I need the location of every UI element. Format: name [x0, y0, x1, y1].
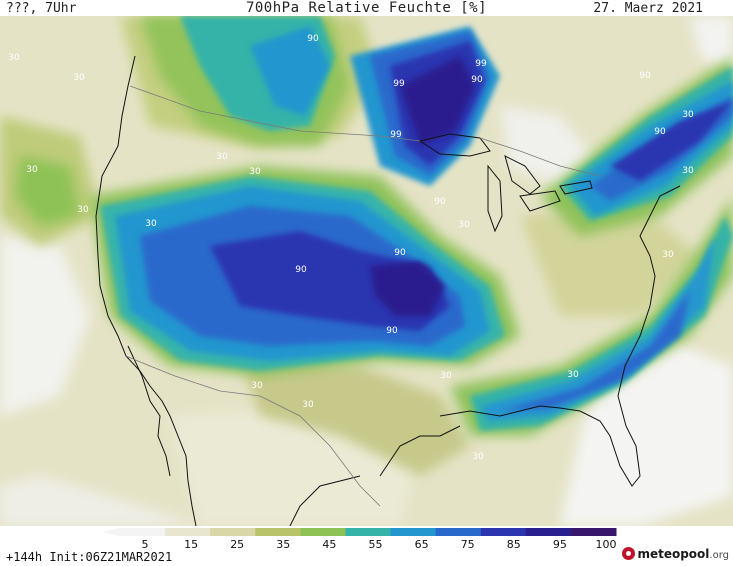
borders: [125, 85, 601, 507]
contour-label: 90: [639, 71, 651, 81]
contour-label: 90: [295, 265, 307, 275]
colorbar-tick-label: 65: [415, 538, 429, 550]
colorbar-tick-label: 85: [507, 538, 521, 550]
great-lakes: [418, 133, 593, 233]
contour-label: 30: [662, 250, 674, 260]
colorbar-swatch: [570, 528, 617, 536]
contour-label: 30: [145, 219, 157, 229]
contour-label: 90: [434, 197, 446, 207]
logo-name: meteopool: [637, 547, 710, 561]
contour-label: 30: [251, 381, 263, 391]
contour-label: 30: [440, 371, 452, 381]
contour-label: 30: [77, 205, 89, 215]
humidity-field: [0, 16, 733, 526]
colorbar-swatch: [480, 528, 527, 536]
contour-label: 99: [475, 59, 487, 69]
contour-label: 90: [471, 75, 483, 85]
contour-label: 30: [302, 400, 314, 410]
colorbar-tick-label: 15: [184, 538, 198, 550]
logo-icon: [622, 547, 636, 560]
colorbar-tick-label: 95: [553, 538, 567, 550]
colorbar-swatch: [120, 528, 166, 536]
contour-label: 90: [394, 248, 406, 258]
colorbar-tick-label: 45: [322, 538, 336, 550]
contour-label: 30: [216, 152, 228, 162]
model-run-info: +144h Init:06Z21MAR2021: [6, 550, 173, 564]
contour-label: 30: [682, 110, 694, 120]
valid-time: ???, 7Uhr: [6, 1, 77, 16]
contour-label: 30: [8, 53, 20, 63]
colorbar-swatch: [165, 528, 211, 536]
colorbar-tick-label: 75: [461, 538, 475, 550]
colorbar-swatch: [300, 528, 346, 536]
colorbar-swatch: [525, 528, 572, 536]
contour-label: 90: [386, 326, 398, 336]
coastlines: [95, 55, 681, 526]
contour-label: 30: [458, 220, 470, 230]
meteopool-logo[interactable]: meteopool.org: [622, 547, 729, 561]
valid-date: 27. Maerz 2021: [593, 1, 703, 16]
colorbar-tick-label: 25: [230, 538, 244, 550]
colorbar-arrow-left: [102, 528, 120, 536]
colorbar-tick-label: 5: [142, 538, 149, 550]
colorbar-swatch: [390, 528, 437, 536]
contour-label: 30: [472, 452, 484, 462]
contour-label: 30: [26, 165, 38, 175]
contour-label: 30: [73, 73, 85, 83]
contour-label: 90: [307, 34, 319, 44]
contour-label: 99: [393, 79, 405, 89]
contour-labels: 30 30 30 30 30 30 30 90 99 90 99 99 90 30 90 90 90 30 30 30…: [8, 34, 694, 462]
colorbar-tick-label: 35: [276, 538, 290, 550]
colorbar-swatch: [210, 528, 256, 536]
colorbar-swatch: [435, 528, 482, 536]
contour-label: 30: [567, 370, 579, 380]
colorbar-tick-label: 100: [596, 538, 617, 550]
logo-suffix: .org: [709, 550, 729, 561]
contour-label: 30: [682, 166, 694, 176]
map-title: 700hPa Relative Feuchte [%]: [245, 0, 488, 16]
contour-label: 30: [249, 167, 261, 177]
humidity-map: 30 30 30 30 30 30 30 90 99 90 99 99 90 30 90 90 90 30 30 30…: [0, 16, 733, 526]
map-header: ???, 7Uhr 700hPa Relative Feuchte [%] 27…: [0, 0, 733, 20]
colorbar-swatch: [255, 528, 301, 536]
colorbar: 5 15 25 35 45 55 65 75 85 95 100: [102, 528, 617, 550]
colorbar-tick-label: 55: [369, 538, 383, 550]
contour-label: 99: [390, 130, 402, 140]
contour-label: 90: [654, 127, 666, 137]
colorbar-swatch: [345, 528, 392, 536]
